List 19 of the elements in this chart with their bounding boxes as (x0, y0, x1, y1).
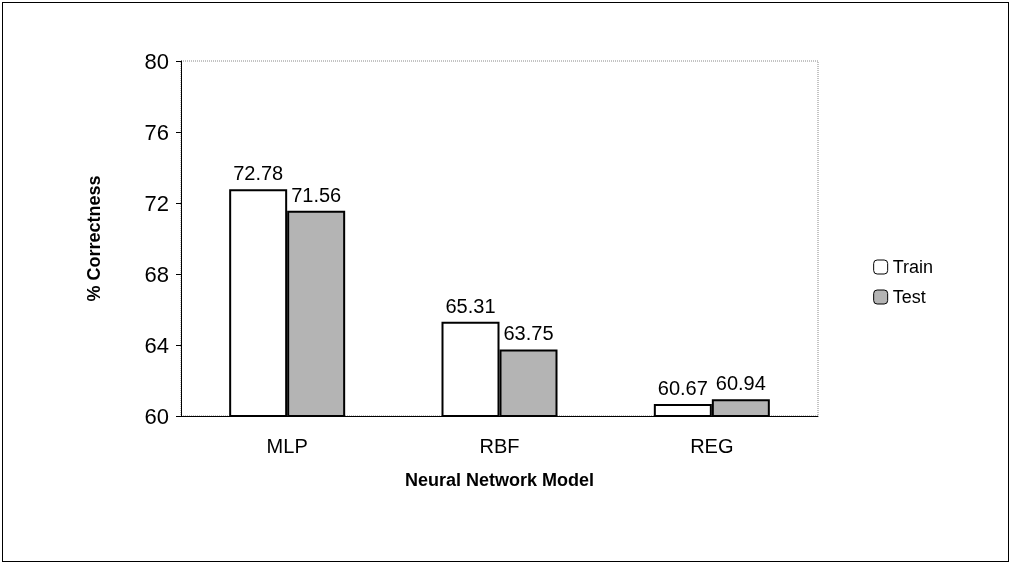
data-label: 65.31 (445, 294, 496, 317)
x-tick-label: MLP (266, 435, 308, 457)
y-tick-label: 68 (144, 261, 169, 287)
data-label: 71.56 (291, 183, 342, 206)
x-axis-title: Neural Network Model (404, 470, 595, 490)
data-label: 63.75 (503, 322, 554, 345)
x-tick-label: RBF (479, 435, 520, 457)
data-label: 60.94 (715, 372, 766, 395)
y-tick-label: 80 (144, 48, 169, 74)
y-tick-label: 76 (144, 119, 169, 145)
y-tick-label: 72 (144, 190, 169, 216)
y-tick-label: 60 (144, 403, 169, 429)
y-axis-title: % Correctness (84, 175, 104, 302)
y-tick-label: 64 (144, 332, 169, 358)
data-label: 72.78 (233, 162, 284, 185)
x-tick-label: REG (690, 435, 734, 457)
data-label: 60.67 (657, 377, 708, 400)
legend-label: Test (892, 287, 926, 307)
legend-label: Train (892, 257, 933, 277)
